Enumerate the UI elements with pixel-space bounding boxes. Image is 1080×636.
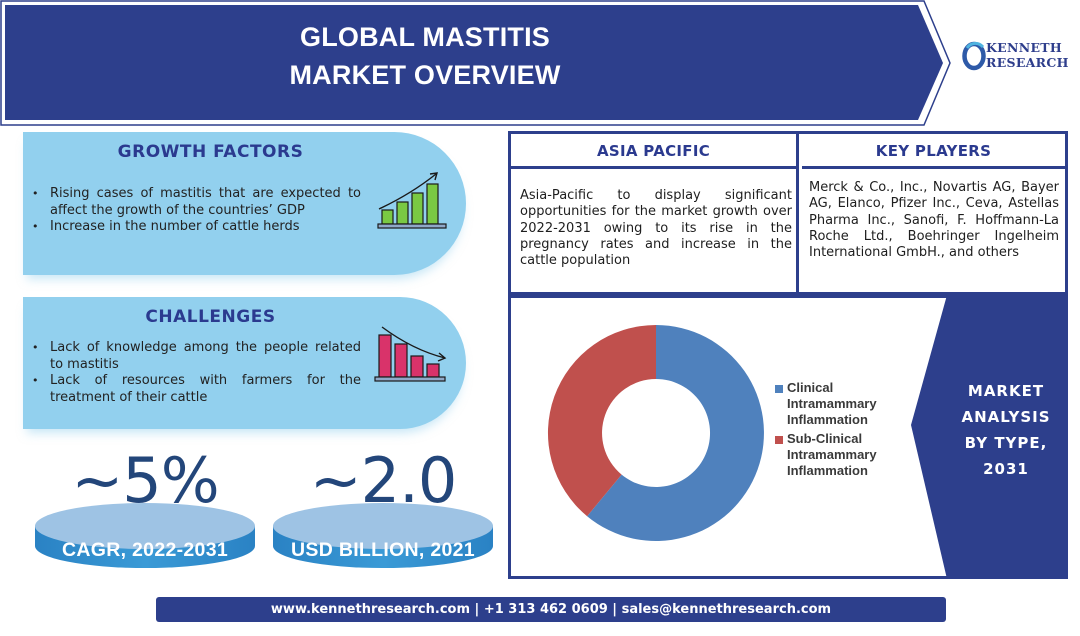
kenneth-research-logo: KENNETH RESEARCH xyxy=(962,38,1080,74)
falling-bar-chart-icon xyxy=(374,326,447,382)
asia-pacific-title: ASIA PACIFIC xyxy=(511,134,796,169)
info-table: ASIA PACIFIC Asia-Pacific to display sig… xyxy=(508,131,1068,295)
key-players-text: Merck & Co., Inc., Novartis AG, Bayer AG… xyxy=(809,180,1059,261)
market-analysis-label: MARKET ANALYSIS BY TYPE, 2031 xyxy=(946,378,1065,482)
title-line-1: GLOBAL MASTITIS xyxy=(300,22,550,52)
legend-item-clinical: Clinical Intramammary Inflammation xyxy=(775,380,895,428)
legend-label: Clinical Intramammary Inflammation xyxy=(787,380,877,427)
list-item: Lack of knowledge among the people relat… xyxy=(31,340,361,373)
list-item: Rising cases of mastitis that are expect… xyxy=(31,186,361,219)
rising-bar-chart-icon xyxy=(377,172,447,229)
market-size-label: USD BILLION, 2021 xyxy=(291,539,475,561)
disc-pedestal-icon xyxy=(35,503,255,568)
challenges-panel: CHALLENGES Lack of knowledge among the p… xyxy=(23,297,466,429)
chart-legend: Clinical Intramammary Inflammation Sub-C… xyxy=(775,380,895,482)
header-banner: GLOBAL MASTITIS MARKET OVERVIEW xyxy=(0,0,960,126)
market-label-line: BY TYPE, xyxy=(964,434,1048,452)
market-label-line: ANALYSIS xyxy=(961,408,1051,426)
cagr-value: ~5% xyxy=(71,444,219,517)
market-size-stat: ~2.0 USD BILLION, 2021 xyxy=(268,446,498,576)
disc-pedestal-icon xyxy=(273,503,493,568)
challenges-list: Lack of knowledge among the people relat… xyxy=(31,340,361,406)
challenges-title: CHALLENGES xyxy=(145,307,276,327)
logo-text: KENNETH RESEARCH xyxy=(986,40,1069,70)
asia-pacific-column: ASIA PACIFIC Asia-Pacific to display sig… xyxy=(511,134,799,292)
growth-factors-title: GROWTH FACTORS xyxy=(117,142,304,162)
title-line-2: MARKET OVERVIEW xyxy=(289,60,561,90)
market-size-value: ~2.0 xyxy=(309,444,458,517)
cagr-stat: ~5% CAGR, 2022-2031 xyxy=(30,446,260,576)
key-players-title: KEY PLAYERS xyxy=(802,134,1065,169)
cagr-label: CAGR, 2022-2031 xyxy=(61,539,228,561)
list-item: Increase in the number of cattle herds xyxy=(31,219,361,236)
donut-slice-clinical xyxy=(587,325,764,541)
market-analysis-chart-panel: Clinical Intramammary Inflammation Sub-C… xyxy=(508,295,1068,579)
contact-footer: www.kennethresearch.com | +1 313 462 060… xyxy=(156,597,946,622)
growth-factors-panel: GROWTH FACTORS Rising cases of mastitis … xyxy=(23,132,466,275)
legend-swatch-red-icon xyxy=(775,436,783,444)
swirl-ring-logo-icon xyxy=(962,41,986,71)
market-label-line: MARKET xyxy=(967,382,1045,400)
list-item: Lack of resources with farmers for the t… xyxy=(31,373,361,406)
legend-swatch-blue-icon xyxy=(775,385,783,393)
donut-chart xyxy=(547,325,764,541)
market-label-line: 2031 xyxy=(983,460,1029,478)
growth-factors-list: Rising cases of mastitis that are expect… xyxy=(31,186,361,236)
key-players-column: KEY PLAYERS Merck & Co., Inc., Novartis … xyxy=(802,134,1065,292)
logo-line-2: RESEARCH xyxy=(986,55,1069,70)
legend-label: Sub-Clinical Intramammary Inflammation xyxy=(787,431,877,478)
banner-arrow-shape xyxy=(0,0,951,126)
donut-slice-sub-clinical xyxy=(547,325,656,517)
asia-pacific-text: Asia-Pacific to display significant oppo… xyxy=(520,188,792,269)
legend-item-sub-clinical: Sub-Clinical Intramammary Inflammation xyxy=(775,431,895,479)
logo-line-1: KENNETH xyxy=(986,40,1062,55)
market-analysis-arrow-shape xyxy=(911,298,1065,576)
page-title: GLOBAL MASTITIS MARKET OVERVIEW xyxy=(0,18,850,94)
